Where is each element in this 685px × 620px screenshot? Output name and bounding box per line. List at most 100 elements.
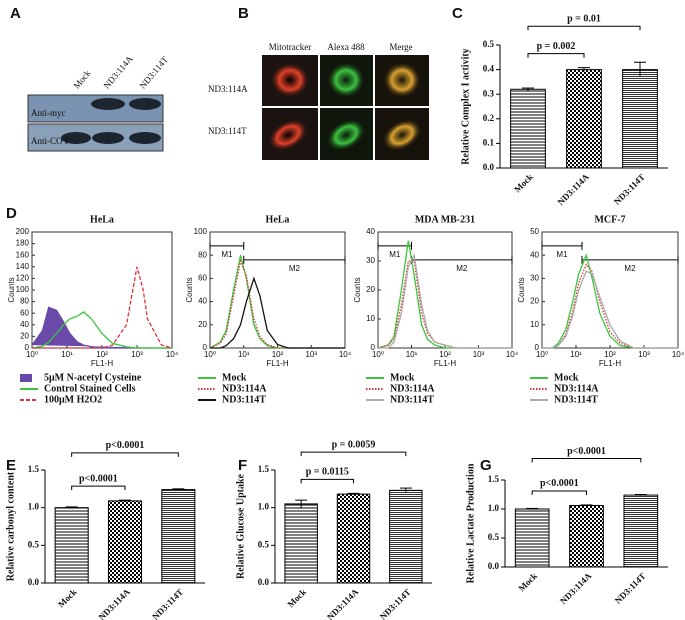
y-tick-label: 1.0 xyxy=(28,502,40,512)
y-axis-label: Counts xyxy=(517,277,526,302)
annotation: p = 0.0059 xyxy=(332,439,376,450)
gate xyxy=(243,255,346,264)
histogram-line xyxy=(209,258,345,349)
histogram-line xyxy=(31,311,172,349)
y-tick-label: 0.5 xyxy=(28,539,40,549)
annotation: p<0.0001 xyxy=(106,440,145,451)
y-tick-label: 30 xyxy=(530,274,539,283)
bar xyxy=(389,489,423,584)
x-tick-label: 10⁰ xyxy=(536,350,548,359)
cell xyxy=(327,62,365,98)
y-axis-label: Counts xyxy=(353,277,362,302)
histogram-line xyxy=(378,253,512,349)
y-tick-label: 20 xyxy=(530,297,539,306)
cell xyxy=(270,62,310,98)
x-tick-label: Mock xyxy=(56,587,79,610)
x-tick-label: 10² xyxy=(604,350,616,359)
y-tick-label: 1.5 xyxy=(488,474,500,484)
gate-label: M2 xyxy=(624,264,636,273)
annotation: p = 0.01 xyxy=(567,14,601,25)
gate xyxy=(411,255,513,264)
y-tick-label: 30 xyxy=(366,256,375,265)
band xyxy=(129,98,161,110)
y-tick-label: 1.0 xyxy=(258,502,270,512)
band xyxy=(92,132,124,144)
x-tick-label: ND3:114A xyxy=(558,570,594,606)
y-tick-label: 0.0 xyxy=(258,577,270,587)
x-tick-label: 10⁴ xyxy=(506,350,519,359)
gate xyxy=(541,241,583,250)
y-tick-label: 0.5 xyxy=(488,532,500,542)
x-tick-label: 10³ xyxy=(638,350,650,359)
y-tick-label: 1.5 xyxy=(258,464,270,474)
significance-bracket xyxy=(527,25,641,31)
x-tick-label: ND3:114A xyxy=(97,586,133,620)
legend-label: ND3:114T xyxy=(222,394,266,405)
y-tick-label: 0.4 xyxy=(483,64,495,74)
lane-label: Mock xyxy=(71,68,92,91)
row-label: ND3:114A xyxy=(208,84,248,94)
bar xyxy=(284,503,318,584)
y-tick-label: 0.3 xyxy=(483,88,495,98)
y-axis-label: Counts xyxy=(7,277,16,302)
x-tick-label: 10⁰ xyxy=(204,350,216,359)
panel-label: C xyxy=(452,5,463,22)
annotation: p = 0.0115 xyxy=(306,467,349,478)
panel-label: B xyxy=(238,5,249,22)
legend-label: 5μM N-acetyl Cysteine xyxy=(44,372,142,383)
bar xyxy=(161,489,196,584)
y-axis-label: Relative Glucose Uptake xyxy=(235,473,246,579)
y-tick-label: 10 xyxy=(530,320,539,329)
chart-title: MDA MB-231 xyxy=(415,214,475,225)
row-label: Anti-CO I xyxy=(31,136,68,146)
x-tick-label: 10³ xyxy=(305,350,317,359)
x-tick-label: 10³ xyxy=(131,350,143,359)
y-tick-label: 20 xyxy=(198,320,207,329)
gate-label: M1 xyxy=(556,250,568,259)
panel-label: D xyxy=(6,205,17,222)
y-tick-label: 160 xyxy=(16,250,30,259)
microscopy: Mitotracker Alexa 488 Merge ND3:114A ND3… xyxy=(208,42,429,160)
bar xyxy=(510,88,546,169)
row-label: ND3:114T xyxy=(208,126,247,136)
y-tick-label: 0.0 xyxy=(488,561,500,571)
band xyxy=(129,132,161,144)
bar xyxy=(623,494,659,568)
column-label: Alexa 488 xyxy=(327,42,365,52)
x-tick-label: 10¹ xyxy=(238,350,250,359)
legend-label: 100μM H2O2 xyxy=(44,394,102,405)
bar xyxy=(569,505,604,568)
x-tick-label: 10¹ xyxy=(570,350,582,359)
y-tick-label: 120 xyxy=(16,274,30,283)
x-tick-label: 10⁰ xyxy=(372,350,384,359)
significance-bracket xyxy=(300,478,354,484)
y-tick-label: 0.2 xyxy=(483,113,495,123)
y-tick-label: 20 xyxy=(366,285,375,294)
x-tick-label: Mock xyxy=(512,172,535,195)
bar xyxy=(336,493,371,584)
x-tick-label: ND3:114A xyxy=(325,586,361,620)
legend-label: Mock xyxy=(554,372,579,383)
y-tick-label: 40 xyxy=(20,320,29,329)
legend-label: Mock xyxy=(222,372,247,383)
gate xyxy=(581,255,679,264)
y-tick-label: 40 xyxy=(198,297,207,306)
y-tick-label: 0.1 xyxy=(483,137,495,147)
y-tick-label: 140 xyxy=(16,262,30,271)
x-tick-label: ND3:114T xyxy=(150,587,185,620)
histogram-line xyxy=(542,253,678,349)
gate-label: M2 xyxy=(289,264,301,273)
x-tick-label: 10² xyxy=(439,350,451,359)
significance-bracket xyxy=(71,452,179,457)
y-tick-label: 0 xyxy=(25,343,30,352)
panel-labels: A B C D E F G xyxy=(6,5,492,474)
x-tick-label: Mock xyxy=(516,571,539,594)
y-tick-label: 10 xyxy=(366,314,375,323)
cell xyxy=(383,62,421,98)
y-axis-label: Relative carbonyl content xyxy=(5,471,16,581)
histogram-line xyxy=(32,266,173,349)
cell xyxy=(326,118,366,152)
histogram-area xyxy=(31,306,172,349)
y-tick-label: 1.5 xyxy=(28,464,40,474)
